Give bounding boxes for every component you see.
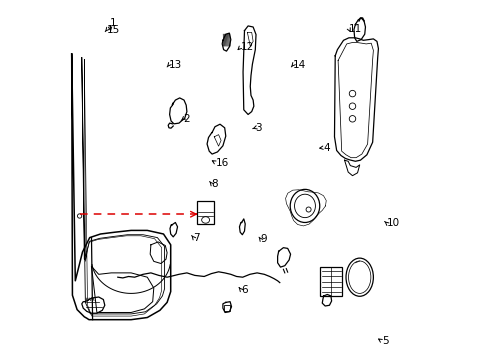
Text: 10: 10 (386, 218, 399, 228)
Text: 3: 3 (255, 123, 262, 133)
Text: 16: 16 (215, 158, 228, 168)
Text: 11: 11 (348, 24, 362, 34)
Text: 8: 8 (211, 179, 218, 189)
Text: 4: 4 (323, 143, 330, 153)
Text: 15: 15 (107, 24, 120, 35)
Text: 9: 9 (260, 234, 267, 244)
Text: 2: 2 (183, 114, 189, 124)
Text: 5: 5 (381, 336, 388, 346)
Text: 1: 1 (109, 18, 116, 28)
Text: 7: 7 (193, 233, 200, 243)
Text: 12: 12 (241, 42, 254, 52)
Text: 14: 14 (292, 60, 305, 70)
Text: 6: 6 (241, 285, 247, 295)
Text: 13: 13 (168, 60, 182, 70)
